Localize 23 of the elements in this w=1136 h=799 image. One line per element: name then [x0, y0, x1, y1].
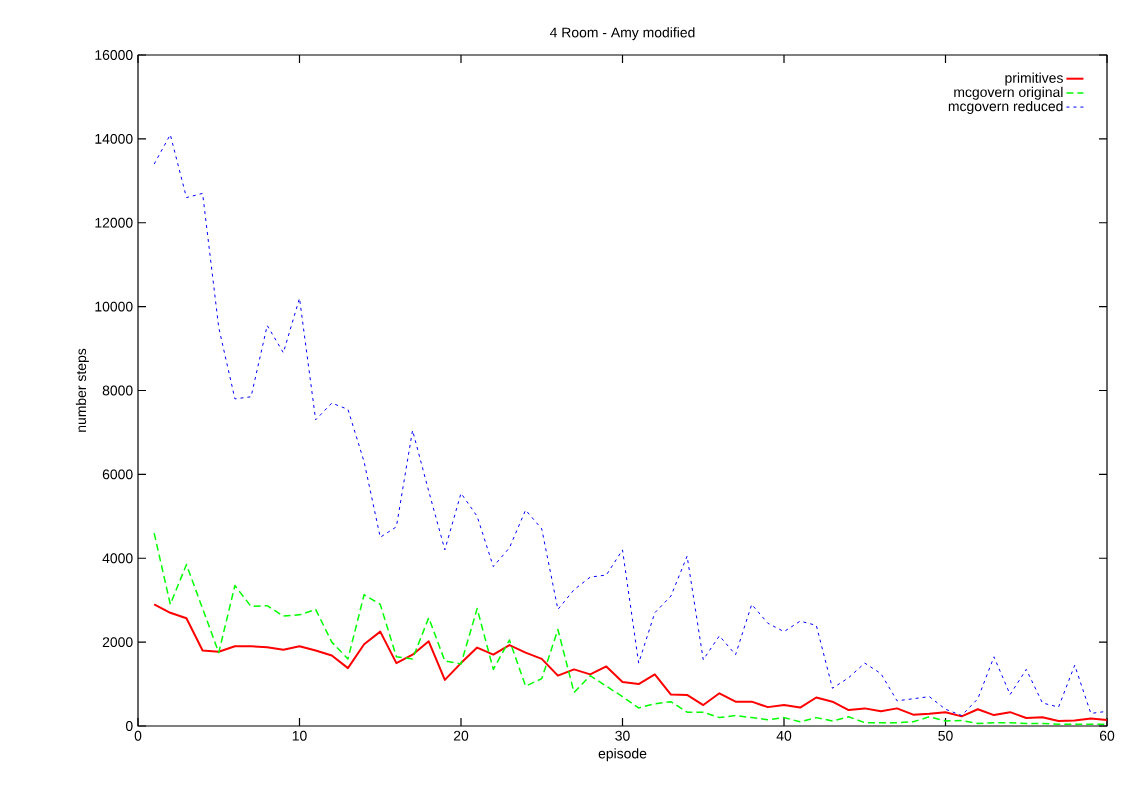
x-tick-label: 10 — [292, 730, 307, 741]
y-tick-label: 12000 — [95, 217, 133, 228]
y-tick-label: 6000 — [102, 469, 133, 480]
y-tick-label: 8000 — [102, 385, 133, 396]
y-tick-label: 0 — [125, 721, 133, 731]
y-tick-label: 16000 — [95, 50, 133, 60]
y-tick-label: 2000 — [102, 637, 133, 648]
x-tick-label: 40 — [776, 730, 792, 741]
x-tick-label: 20 — [453, 730, 469, 741]
y-tick-label: 10000 — [95, 301, 133, 312]
chart-title: 4 Room - Amy modified — [549, 27, 695, 41]
legend-label: primitives — [1005, 72, 1063, 86]
y-tick-label: 14000 — [95, 133, 133, 144]
x-axis-title: episode — [598, 748, 647, 762]
x-tick-label: 0 — [134, 730, 142, 741]
y-axis-title: number steps — [75, 348, 89, 432]
legend-label: mcgovern original — [954, 86, 1063, 100]
x-tick-label: 60 — [1099, 730, 1115, 741]
x-tick-label: 30 — [615, 730, 630, 741]
legend-label: mcgovern reduced — [948, 100, 1063, 114]
line-series — [153, 603, 1108, 722]
y-tick-label: 4000 — [102, 553, 133, 564]
x-tick-label: 50 — [938, 730, 953, 741]
